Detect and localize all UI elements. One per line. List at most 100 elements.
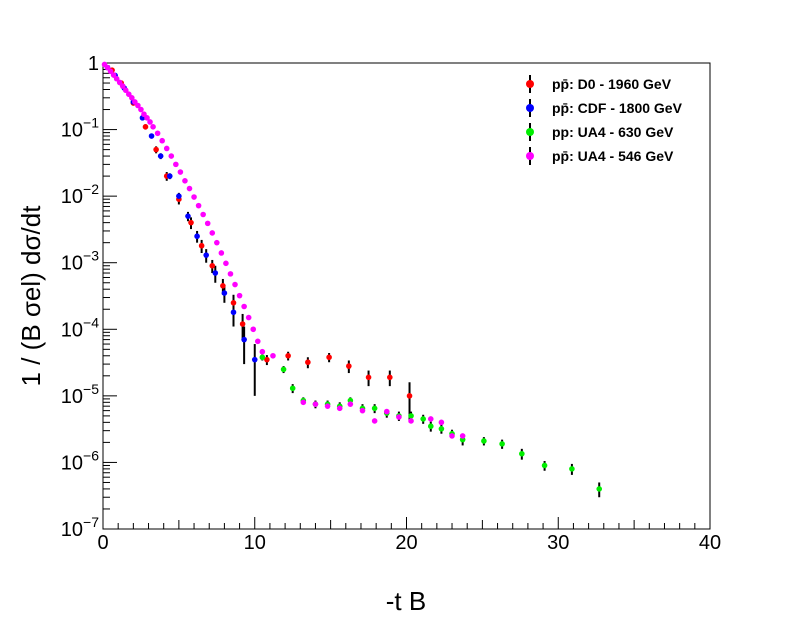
data-point <box>176 193 182 199</box>
data-point <box>200 211 206 218</box>
data-point <box>148 133 155 139</box>
data-point <box>449 433 455 439</box>
data-point <box>371 405 378 412</box>
data-point <box>177 169 184 175</box>
data-point <box>182 178 188 184</box>
data-point <box>230 299 237 306</box>
data-point <box>232 281 238 288</box>
data-point <box>212 270 219 276</box>
data-point <box>241 303 247 310</box>
data-point <box>185 213 191 219</box>
data-point <box>203 252 209 258</box>
legend-label: pp: UA4 - 630 GeV <box>552 124 674 140</box>
data-point <box>110 72 117 78</box>
data-point <box>300 399 307 406</box>
data-point <box>191 194 197 200</box>
data-point <box>122 87 129 94</box>
data-point <box>438 426 445 432</box>
data-point <box>285 352 291 359</box>
data-point <box>194 233 200 240</box>
data-point <box>119 83 126 89</box>
legend: pp̄: D0 - 1960 GeV pp̄: CDF - 1800 GeV pp:… <box>526 75 683 165</box>
data-point <box>129 95 135 101</box>
x-tick-label: 10 <box>244 532 266 554</box>
data-point <box>254 338 261 345</box>
legend-label: pp̄: D0 - 1960 GeV <box>552 76 672 92</box>
y-tick-label: 10−3 <box>61 248 99 275</box>
data-point <box>218 250 225 256</box>
x-tick-label: 40 <box>699 532 721 554</box>
data-point <box>250 326 257 333</box>
data-point <box>113 75 120 82</box>
data-point <box>239 321 246 327</box>
data-point <box>289 385 296 392</box>
data-point <box>324 403 331 409</box>
legend-label: pp̄: UA4 - 546 GeV <box>552 148 674 164</box>
x-tick-label: 30 <box>547 532 569 554</box>
data-point <box>142 124 149 130</box>
data-point <box>264 356 270 363</box>
data-point <box>406 393 413 399</box>
data-point <box>186 185 193 192</box>
data-point <box>150 124 156 130</box>
data-point <box>312 401 319 407</box>
data-point <box>173 161 179 168</box>
y-tick-label: 10−1 <box>61 115 99 142</box>
error-bars <box>106 66 601 498</box>
data-point <box>541 462 548 469</box>
y-tick-label: 10−7 <box>61 514 99 541</box>
data-point <box>168 153 175 159</box>
y-tick-label: 1 <box>88 53 99 75</box>
data-point <box>230 309 237 316</box>
data-point <box>220 283 226 289</box>
legend-marker <box>526 152 534 160</box>
data-point <box>251 356 258 363</box>
data-point <box>383 408 390 415</box>
data-point <box>214 239 220 246</box>
y-tick-label: 10−2 <box>61 181 99 208</box>
data-point <box>153 146 159 153</box>
data-point <box>154 130 161 137</box>
data-point <box>221 290 228 296</box>
data-point <box>209 230 216 236</box>
data-point <box>204 220 211 227</box>
data-point <box>427 423 434 430</box>
data-point <box>459 433 466 439</box>
x-axis-title: -t B <box>386 586 426 616</box>
y-tick-label: 10−4 <box>61 314 99 341</box>
data-point <box>259 348 266 355</box>
y-axis-title: 1 / (B σel) dσ/dt <box>16 205 46 387</box>
data-point <box>365 374 372 381</box>
data-point <box>519 450 525 457</box>
data-point <box>135 102 141 109</box>
data-point <box>596 486 603 492</box>
data-point <box>305 359 311 366</box>
x-tick-labels: 0 10 20 30 40 <box>97 532 721 554</box>
data-point <box>166 173 173 179</box>
data-point <box>481 438 487 444</box>
data-point <box>107 68 114 75</box>
data-point <box>223 260 229 267</box>
data-point <box>499 441 505 447</box>
data-point <box>359 407 366 414</box>
data-point <box>336 405 343 412</box>
data-point <box>209 262 216 269</box>
data-point <box>438 419 445 426</box>
y-tick-labels: 10−7 10−6 10−5 10−4 10−3 10−2 10−1 1 <box>61 53 99 541</box>
data-point <box>144 115 150 121</box>
data-point <box>157 153 164 159</box>
data-point <box>245 314 252 321</box>
data-point <box>280 366 287 373</box>
y-tick-label: 10−5 <box>61 381 99 408</box>
x-tick-label: 0 <box>97 532 108 554</box>
data-point <box>427 416 434 422</box>
legend-marker <box>526 104 534 112</box>
legend-marker <box>526 128 534 136</box>
data-point <box>420 416 426 422</box>
data-point <box>159 137 165 144</box>
data-point <box>387 374 393 381</box>
data-point <box>138 106 144 113</box>
data-point <box>227 271 234 277</box>
data-point <box>259 354 266 361</box>
